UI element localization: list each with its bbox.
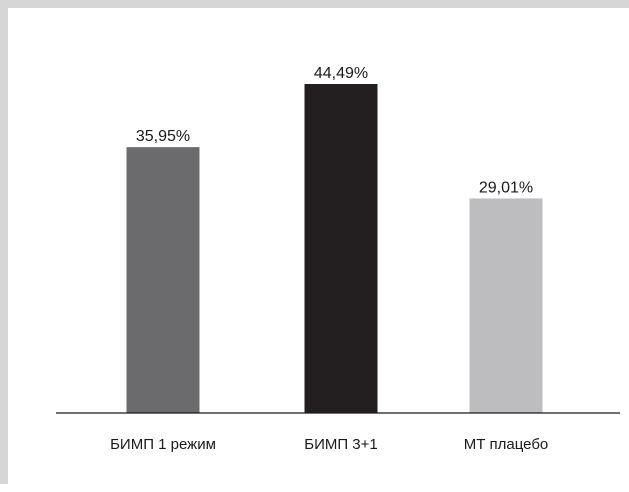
data-label-3: 29,01%: [479, 179, 533, 196]
bar-chart: 35,95% 44,49% 29,01% БИМП 1 режим БИМП 3+1 М…: [56, 65, 620, 453]
bar-3: [469, 198, 543, 413]
data-label-2: 44,49%: [314, 65, 368, 82]
category-label-3: МТ плацебо: [464, 436, 549, 453]
bar-1: [126, 147, 200, 413]
bar-2: [304, 84, 378, 413]
data-label-1: 35,95%: [136, 128, 190, 145]
category-label-1: БИМП 1 режим: [110, 436, 216, 453]
category-label-2: БИМП 3+1: [304, 436, 378, 453]
category-labels-group: БИМП 1 режим БИМП 3+1 МТ плацебо: [110, 436, 548, 453]
bars-group: [126, 84, 543, 413]
value-labels-group: 35,95% 44,49% 29,01%: [136, 65, 533, 196]
